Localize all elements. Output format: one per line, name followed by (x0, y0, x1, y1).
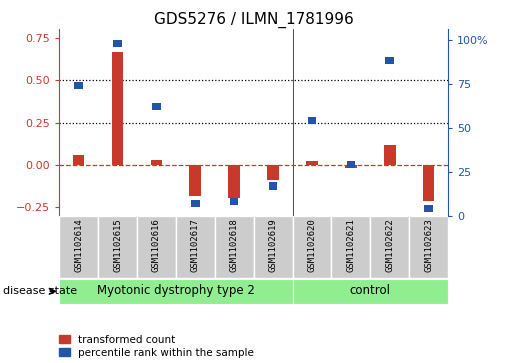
Bar (152, 103, 161, 110)
Text: disease state: disease state (3, 286, 77, 297)
Text: control: control (350, 284, 391, 297)
Bar (345, 165, 357, 168)
Legend: transformed count, percentile rank within the sample: transformed count, percentile rank withi… (59, 335, 254, 358)
Bar (98, 216, 137, 278)
Text: GSM1102615: GSM1102615 (113, 219, 122, 273)
Bar (267, 165, 279, 180)
Bar (423, 165, 435, 201)
Bar (191, 200, 200, 207)
Bar (73, 155, 84, 165)
Text: GSM1102622: GSM1102622 (385, 219, 394, 273)
Text: GSM1102619: GSM1102619 (269, 219, 278, 273)
Bar (306, 161, 318, 165)
Bar (59, 279, 293, 303)
Bar (424, 205, 433, 212)
Title: GDS5276 / ILMN_1781996: GDS5276 / ILMN_1781996 (154, 12, 353, 28)
Bar (230, 198, 238, 205)
Text: GSM1102618: GSM1102618 (230, 219, 238, 273)
Text: GSM1102620: GSM1102620 (307, 219, 316, 273)
Bar (176, 216, 215, 278)
Bar (370, 216, 409, 278)
Bar (384, 146, 396, 165)
Bar (137, 216, 176, 278)
Bar (269, 183, 278, 189)
Bar (150, 160, 162, 165)
Text: Myotonic dystrophy type 2: Myotonic dystrophy type 2 (97, 284, 255, 297)
Bar (112, 52, 124, 165)
Text: GSM1102614: GSM1102614 (74, 219, 83, 273)
Bar (253, 216, 293, 278)
Bar (347, 161, 355, 168)
Text: GSM1102616: GSM1102616 (152, 219, 161, 273)
Bar (74, 82, 83, 89)
Bar (59, 216, 98, 278)
Text: GSM1102621: GSM1102621 (347, 219, 355, 273)
Bar (190, 165, 201, 196)
Text: GSM1102617: GSM1102617 (191, 219, 200, 273)
Bar (293, 216, 332, 278)
Bar (215, 216, 253, 278)
Bar (332, 216, 370, 278)
Bar (113, 40, 122, 47)
Bar (409, 216, 448, 278)
Bar (293, 279, 448, 303)
Bar (228, 165, 240, 198)
Bar (385, 57, 394, 64)
Text: GSM1102623: GSM1102623 (424, 219, 433, 273)
Bar (307, 117, 316, 124)
